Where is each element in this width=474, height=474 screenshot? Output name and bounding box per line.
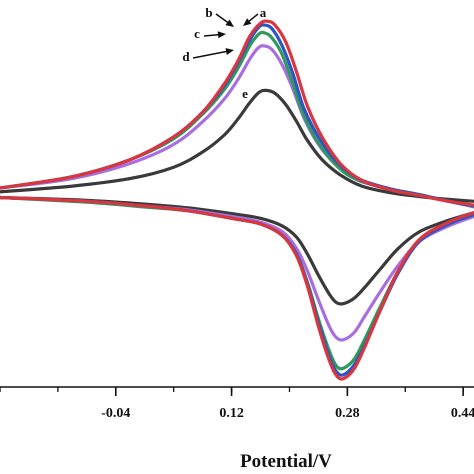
curve-label-d: d bbox=[182, 49, 190, 64]
curve-annotations: a bcd e bbox=[182, 5, 266, 101]
series-b-reverse-scan bbox=[0, 195, 474, 377]
curve-label-e: e bbox=[242, 86, 248, 101]
curve-arrow-d bbox=[192, 50, 231, 59]
curve-arrowhead-a bbox=[243, 18, 252, 26]
curve-arrowhead-b bbox=[225, 19, 234, 27]
curve-label-b: b bbox=[205, 5, 212, 20]
series-e bbox=[0, 88, 474, 306]
x-tick-label: 0.28 bbox=[335, 406, 360, 421]
curve-label-c: c bbox=[194, 26, 200, 41]
series-e-reverse-scan bbox=[0, 195, 474, 306]
series-a bbox=[0, 19, 474, 381]
curves-group bbox=[0, 19, 474, 381]
curve-arrowhead-d bbox=[225, 48, 234, 55]
series-a-forward-scan bbox=[0, 19, 474, 207]
x-axis: -0.04 0.12 0.28 0.44 Potential/V bbox=[0, 386, 474, 472]
x-tick-label: -0.04 bbox=[101, 406, 130, 421]
series-a-reverse-scan bbox=[0, 195, 474, 381]
x-tick-label: 0.12 bbox=[219, 406, 244, 421]
x-axis-title: Potential/V bbox=[240, 451, 332, 472]
curve-label-a: a bbox=[260, 5, 267, 20]
x-ticks: -0.04 0.12 0.28 0.44 bbox=[0, 387, 474, 421]
x-tick-label: 0.44 bbox=[451, 406, 474, 421]
curve-arrowhead-c bbox=[217, 31, 226, 39]
series-e-forward-scan bbox=[0, 88, 474, 203]
series-c-reverse-scan bbox=[0, 195, 474, 371]
